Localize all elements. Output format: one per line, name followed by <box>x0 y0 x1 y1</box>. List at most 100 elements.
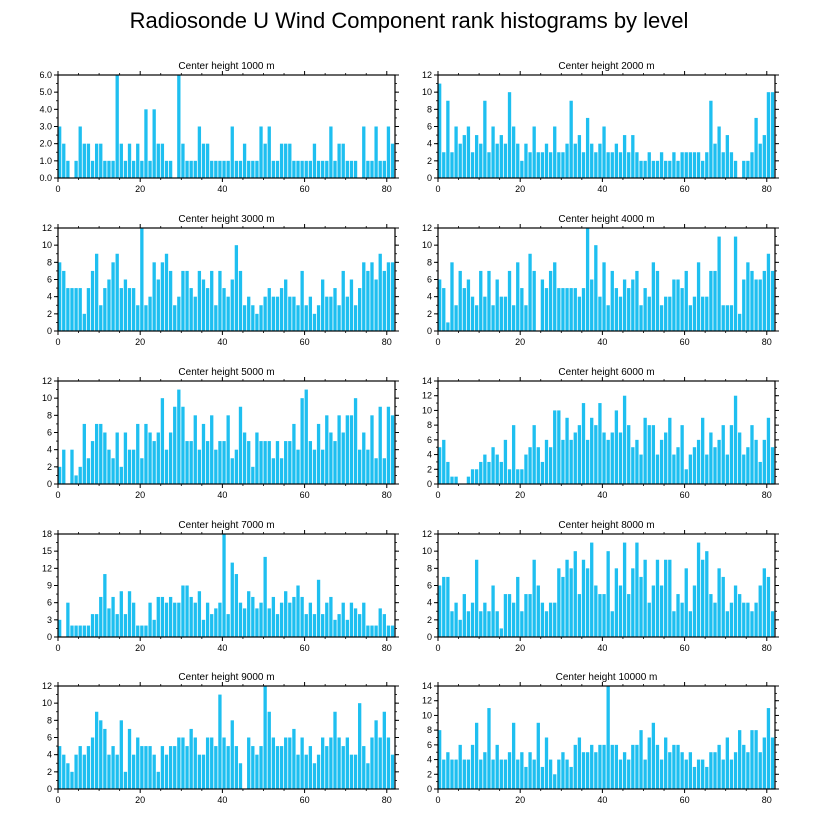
bar <box>353 398 358 484</box>
bar <box>676 744 680 789</box>
bar <box>631 447 635 484</box>
bar <box>366 763 370 789</box>
bar <box>189 288 193 331</box>
bar <box>111 160 115 178</box>
bar <box>614 143 619 178</box>
bar <box>717 744 721 789</box>
bar <box>94 423 99 484</box>
bar <box>288 602 292 637</box>
panel-title: Center height 5000 m <box>178 367 274 378</box>
bar <box>304 305 308 331</box>
bar <box>271 737 276 789</box>
bar <box>462 759 466 789</box>
bar <box>173 305 177 331</box>
bar <box>594 585 598 637</box>
bar <box>62 449 66 484</box>
bar <box>581 559 586 637</box>
y-tick-label: 2 <box>427 309 432 319</box>
bar <box>544 737 549 789</box>
bar <box>308 296 313 331</box>
bar <box>127 728 132 789</box>
bar <box>156 771 160 789</box>
bar <box>308 441 313 484</box>
bar <box>606 439 610 484</box>
bar <box>279 143 284 178</box>
bar <box>205 143 210 178</box>
bar <box>664 737 668 789</box>
bar <box>709 432 713 484</box>
bar <box>312 449 317 484</box>
bar <box>127 591 132 637</box>
bar <box>528 447 532 484</box>
bar <box>222 160 226 178</box>
y-tick-label: 9 <box>47 581 52 591</box>
bar <box>536 722 540 789</box>
bar <box>643 759 647 789</box>
bar <box>386 406 391 484</box>
bar <box>378 160 382 178</box>
y-tick-label: 10 <box>42 240 52 250</box>
y-tick-label: 0 <box>427 173 432 183</box>
bar <box>370 262 374 331</box>
bar <box>177 389 181 484</box>
y-tick-label: 0 <box>427 326 432 336</box>
bar <box>263 143 267 178</box>
bar <box>103 728 107 789</box>
x-tick-label: 0 <box>435 490 440 500</box>
bar <box>58 746 62 789</box>
bar <box>602 432 606 484</box>
bar <box>193 415 197 484</box>
bar <box>185 270 189 331</box>
bar <box>337 737 341 789</box>
bar <box>738 730 742 789</box>
bar <box>692 766 697 789</box>
bar <box>610 152 614 178</box>
y-tick-label: 12 <box>42 681 52 691</box>
bar <box>210 415 214 484</box>
bar <box>627 759 631 789</box>
bar <box>304 160 308 178</box>
bar <box>458 270 462 331</box>
bar <box>374 126 378 178</box>
bar <box>676 160 680 178</box>
bar <box>742 160 746 178</box>
bar <box>370 415 374 484</box>
bar <box>144 305 148 331</box>
bar <box>214 305 218 331</box>
bar <box>362 432 366 484</box>
bar <box>189 160 193 178</box>
bar <box>90 270 95 331</box>
bar <box>267 441 271 484</box>
bar <box>750 611 754 637</box>
bar <box>140 228 144 331</box>
y-tick-label: 1.0 <box>39 156 52 166</box>
bar <box>573 288 577 331</box>
bar <box>750 270 754 331</box>
bar <box>573 551 577 637</box>
bar <box>746 262 750 331</box>
bar <box>362 602 366 637</box>
bar <box>470 296 475 331</box>
bar <box>651 585 656 637</box>
bar <box>390 143 395 178</box>
bar <box>561 752 565 789</box>
bar <box>390 415 395 484</box>
bar <box>474 559 479 637</box>
bar <box>201 423 206 484</box>
bar <box>382 270 386 331</box>
bar <box>275 746 280 789</box>
y-tick-label: 4 <box>427 292 432 302</box>
x-tick-label: 0 <box>55 643 60 653</box>
bar <box>438 585 442 637</box>
bar <box>345 160 349 178</box>
bar <box>618 585 623 637</box>
bar <box>164 253 169 331</box>
bar <box>94 143 99 178</box>
bar <box>738 594 742 637</box>
bar <box>766 92 771 178</box>
bar <box>74 625 78 637</box>
bar <box>284 279 288 331</box>
bar <box>684 568 688 637</box>
bar <box>524 305 528 331</box>
bar <box>127 143 132 178</box>
